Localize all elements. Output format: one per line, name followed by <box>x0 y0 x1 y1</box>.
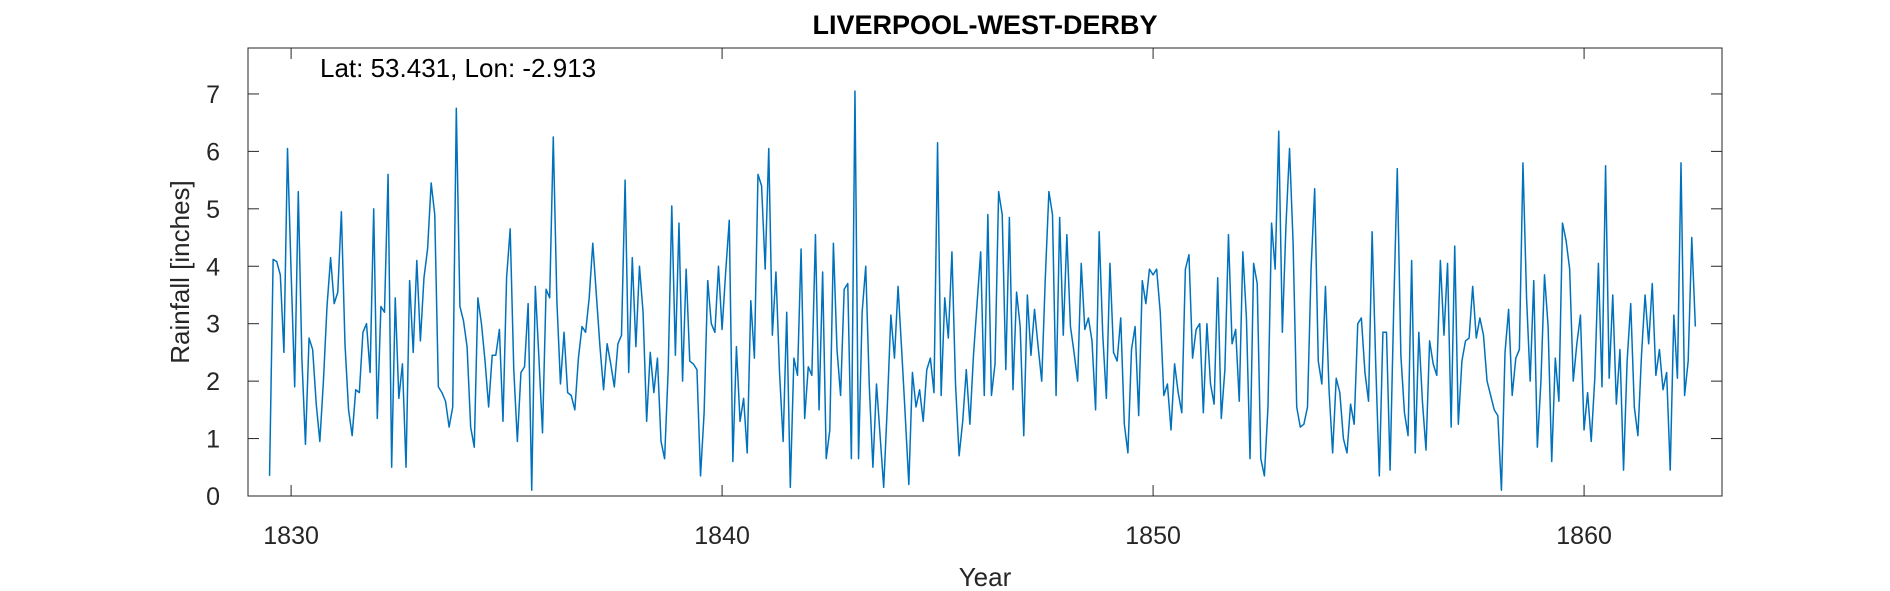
x-tick-labels: 1830 1840 1850 1860 <box>263 522 1612 550</box>
x-tick-label: 1850 <box>1125 522 1181 550</box>
series-group <box>268 90 1697 492</box>
y-axis-label: Rainfall [inches] <box>165 180 195 364</box>
y-tick-label: 6 <box>206 138 220 166</box>
y-tick-labels: 0 1 2 3 4 5 6 7 <box>206 81 220 511</box>
x-axis-label: Year <box>959 562 1012 591</box>
y-tick-label: 5 <box>206 196 220 224</box>
rainfall-series-line <box>268 90 1697 492</box>
plot-area <box>247 47 1723 497</box>
y-tick-label: 3 <box>206 311 220 339</box>
chart-title: LIVERPOOL-WEST-DERBY <box>812 10 1157 40</box>
y-tick-label: 2 <box>206 368 220 396</box>
y-tick-label: 4 <box>206 253 220 281</box>
x-tick-label: 1840 <box>694 522 750 550</box>
y-tick-label: 1 <box>206 426 220 454</box>
x-tick-label: 1830 <box>263 522 319 550</box>
y-tick-label: 7 <box>206 81 220 109</box>
y-tick-label: 0 <box>206 483 220 511</box>
location-annotation: Lat: 53.431, Lon: -2.913 <box>320 53 596 83</box>
x-tick-label: 1860 <box>1556 522 1612 550</box>
axis-ticks <box>248 48 1722 497</box>
